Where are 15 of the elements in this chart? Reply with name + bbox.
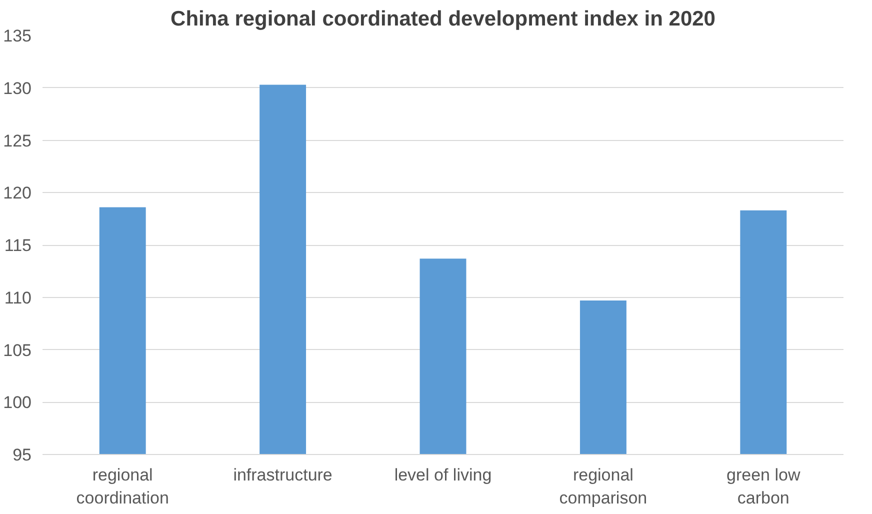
y-tick-label: 100 bbox=[3, 393, 32, 412]
y-tick-label: 135 bbox=[3, 26, 32, 46]
y-tick-label: 125 bbox=[3, 131, 32, 150]
y-tick-label: 130 bbox=[3, 78, 32, 98]
x-tick-label: green low carbon bbox=[726, 466, 801, 508]
x-tick-label: regional comparison bbox=[559, 466, 648, 508]
y-tick-label: 110 bbox=[4, 288, 32, 308]
y-tick-label: 105 bbox=[3, 340, 32, 360]
y-tick-label: 95 bbox=[12, 446, 32, 464]
y-tick-label: 120 bbox=[3, 184, 32, 203]
y-tick-label: 115 bbox=[4, 236, 32, 255]
x-tick-label: level of living bbox=[394, 466, 492, 484]
x-tick-label: infrastructure bbox=[233, 466, 332, 484]
chart-title: China regional coordinated development index in 2020 bbox=[170, 8, 716, 30]
x-tick-label: regional coordination bbox=[76, 466, 169, 508]
